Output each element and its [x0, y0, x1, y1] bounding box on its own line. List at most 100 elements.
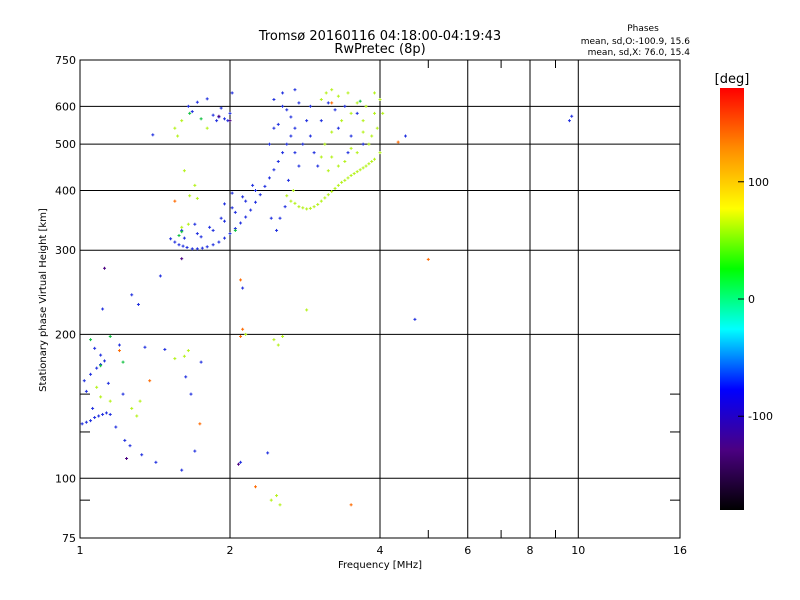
data-point — [253, 485, 257, 489]
data-point — [154, 460, 158, 464]
data-point — [567, 119, 571, 123]
data-point — [308, 134, 312, 138]
data-point — [352, 172, 356, 176]
y-tick-label: 750 — [55, 54, 76, 67]
data-point — [301, 142, 305, 146]
data-point — [195, 232, 199, 236]
data-point — [228, 119, 232, 123]
data-point — [143, 345, 147, 349]
y-tick-label: 400 — [55, 184, 76, 197]
data-point — [291, 188, 295, 192]
data-point — [358, 168, 362, 172]
data-point — [293, 151, 297, 155]
data-point — [176, 134, 180, 138]
data-point — [251, 183, 255, 187]
data-point — [180, 119, 184, 123]
data-point — [361, 142, 365, 146]
data-point — [293, 126, 297, 130]
data-point — [413, 317, 417, 321]
data-point — [205, 126, 209, 130]
data-point — [158, 274, 162, 278]
data-point — [228, 111, 232, 115]
data-point — [375, 126, 379, 130]
data-point — [117, 349, 121, 353]
data-point — [326, 193, 330, 197]
data-point — [276, 343, 280, 347]
grid-lines — [80, 60, 680, 538]
data-point — [184, 375, 188, 379]
data-point — [289, 115, 293, 119]
data-point — [239, 221, 243, 225]
x-tick-label: 6 — [464, 544, 471, 557]
data-point — [108, 412, 112, 416]
data-point — [101, 412, 105, 416]
data-point — [276, 159, 280, 163]
data-point — [297, 164, 301, 168]
data-point — [223, 117, 227, 121]
data-point — [253, 200, 257, 204]
data-point — [80, 422, 84, 426]
x-tick-label: 4 — [377, 544, 384, 557]
data-point — [140, 453, 144, 457]
data-point — [326, 169, 330, 173]
data-point — [108, 399, 112, 403]
stats-line-x: mean, sd,X: 76.0, 15.4 — [588, 48, 691, 58]
data-point — [269, 216, 273, 220]
data-point — [136, 302, 140, 306]
data-point — [319, 98, 323, 102]
data-point — [151, 133, 155, 137]
data-point — [361, 119, 365, 123]
data-point — [297, 101, 301, 105]
data-point — [316, 164, 320, 168]
data-point — [349, 173, 353, 177]
data-point — [319, 155, 323, 159]
data-point — [199, 117, 203, 121]
data-point — [233, 210, 237, 214]
data-point — [305, 207, 309, 211]
data-point — [217, 240, 221, 244]
colorbar-tick-label: 0 — [748, 293, 755, 306]
data-point — [278, 216, 282, 220]
data-point — [186, 349, 190, 353]
data-point — [89, 338, 93, 342]
data-point — [367, 142, 371, 146]
y-tick-labels: 75 100 200 300 400 500 600 750 — [55, 54, 76, 545]
data-point — [244, 332, 248, 336]
data-point — [106, 381, 110, 385]
data-point — [312, 151, 316, 155]
data-point — [281, 104, 285, 108]
data-point — [163, 347, 167, 351]
data-point — [358, 99, 362, 103]
data-point — [319, 119, 323, 123]
data-point — [188, 111, 192, 115]
data-point — [349, 146, 353, 150]
data-point — [230, 206, 234, 210]
data-point — [333, 186, 337, 190]
y-tick-label: 300 — [55, 244, 76, 257]
data-point — [343, 159, 347, 163]
x-tick-label: 8 — [527, 544, 534, 557]
data-point — [230, 91, 234, 95]
data-point — [101, 307, 105, 311]
data-point — [403, 134, 407, 138]
x-tick-label: 16 — [673, 544, 687, 557]
colorbar-ticks: 100 0 -100 — [738, 176, 773, 423]
colorbar-tick-label: 100 — [748, 176, 769, 189]
data-point — [130, 293, 134, 297]
y-tick-label: 200 — [55, 328, 76, 341]
data-point — [173, 126, 177, 130]
data-point — [275, 228, 279, 232]
data-point — [241, 327, 245, 331]
colorbar-tick-label: -100 — [748, 410, 773, 423]
data-point — [326, 101, 330, 105]
data-point — [272, 98, 276, 102]
data-point — [215, 119, 219, 123]
data-point — [103, 266, 107, 270]
data-point — [182, 169, 186, 173]
data-point — [361, 166, 365, 170]
data-point — [190, 247, 194, 251]
data-point — [239, 278, 243, 282]
data-point — [267, 176, 271, 180]
plot-frame — [79, 59, 681, 539]
stats-line-o: mean, sd,O:-100.9, 15.6 — [581, 37, 691, 47]
